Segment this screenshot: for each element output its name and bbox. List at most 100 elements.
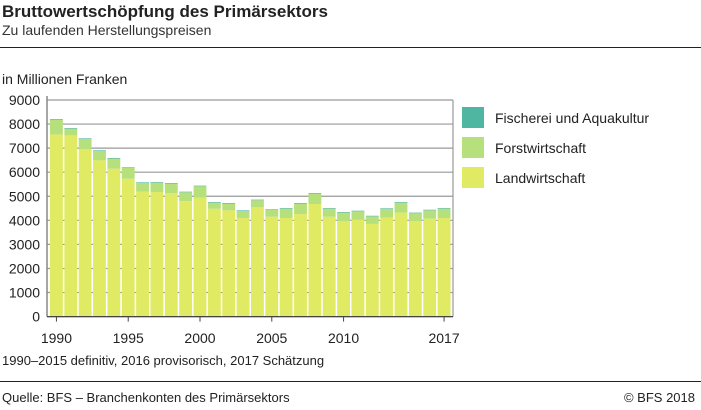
bar-fischerei-2002 [222, 203, 236, 204]
bar-landwirtschaft-2001 [207, 208, 221, 317]
bar-fischerei-1994 [107, 158, 121, 159]
bar-landwirtschaft-2013 [380, 217, 394, 317]
bar-forstwirtschaft-2012 [365, 216, 379, 224]
bar-landwirtschaft-2014 [394, 212, 408, 317]
source: Quelle: BFS – Branchenkonten des Primärs… [2, 390, 290, 405]
y-tick-label: 9000 [9, 92, 40, 108]
bar-fischerei-2017 [437, 208, 451, 209]
bar-landwirtschaft-1992 [78, 149, 92, 317]
bar-forstwirtschaft-2002 [222, 203, 236, 211]
bar-forstwirtschaft-1991 [64, 128, 78, 136]
bar-fischerei-1993 [93, 150, 106, 151]
bar-forstwirtschaft-2017 [437, 208, 451, 219]
bar-forstwirtschaft-2007 [294, 203, 307, 215]
bar-landwirtschaft-2010 [337, 221, 350, 317]
y-tick-label: 1000 [9, 285, 40, 301]
bar-fischerei-2007 [294, 203, 307, 204]
bar-landwirtschaft-2017 [437, 218, 451, 317]
legend-swatch [462, 167, 484, 188]
bar-landwirtschaft-2009 [322, 216, 336, 317]
bar-fischerei-2008 [308, 193, 322, 194]
bar-forstwirtschaft-1993 [93, 150, 106, 161]
bar-fischerei-2001 [207, 202, 221, 203]
bar-fischerei-2004 [251, 199, 264, 201]
y-tick-label: 5000 [9, 188, 40, 204]
bar-forstwirtschaft-2008 [308, 193, 322, 204]
chart-title: Bruttowertschöpfung des Primärsektors [2, 2, 328, 21]
bar-forstwirtschaft-2004 [251, 200, 264, 208]
copyright: © BFS 2018 [623, 390, 695, 405]
bar-landwirtschaft-2006 [279, 218, 293, 317]
legend-swatch [462, 107, 484, 128]
bar-landwirtschaft-1998 [164, 193, 178, 317]
bar-landwirtschaft-1994 [107, 168, 121, 317]
bar-forstwirtschaft-1990 [50, 119, 63, 135]
legend-label: Fischerei und Aquakultur [495, 109, 650, 126]
x-tick-label: 1995 [113, 330, 144, 346]
bar-landwirtschaft-2011 [351, 219, 365, 317]
bar-forstwirtschaft-1995 [121, 167, 135, 179]
legend-label: Landwirtschaft [495, 169, 586, 186]
bar-fischerei-2012 [365, 215, 379, 217]
divider-top [0, 47, 701, 48]
bar-landwirtschaft-2000 [193, 197, 207, 317]
bar-forstwirtschaft-2010 [337, 212, 350, 222]
bar-landwirtschaft-2015 [408, 221, 422, 317]
bar-forstwirtschaft-2016 [423, 210, 437, 219]
bar-landwirtschaft-1997 [150, 192, 164, 317]
legend-item-fischerei: Fischerei und Aquakultur [462, 107, 649, 128]
bar-forstwirtschaft-1998 [164, 183, 178, 194]
bar-forstwirtschaft-2000 [193, 186, 207, 198]
bar-forstwirtschaft-2015 [408, 213, 422, 222]
y-axis-label: in Millionen Franken [2, 71, 128, 87]
legend-label: Forstwirtschaft [495, 139, 587, 156]
bar-fischerei-1996 [136, 182, 149, 183]
y-tick-label: 6000 [9, 164, 40, 180]
x-tick-label: 1990 [41, 330, 72, 346]
bar-forstwirtschaft-2003 [236, 210, 250, 219]
bar-fischerei-1990 [50, 119, 63, 120]
footnote: 1990–2015 definitiv, 2016 provisorisch, … [2, 353, 325, 368]
bar-fischerei-2013 [380, 208, 394, 209]
bar-landwirtschaft-1995 [121, 178, 135, 317]
bar-fischerei-2014 [394, 202, 408, 203]
y-tick-label: 3000 [9, 236, 40, 252]
x-tick-label: 2005 [256, 330, 287, 346]
bar-forstwirtschaft-2001 [207, 202, 221, 209]
bar-fischerei-2011 [351, 210, 365, 212]
bar-landwirtschaft-1993 [93, 160, 106, 317]
bar-fischerei-1995 [121, 167, 135, 168]
bar-landwirtschaft-2002 [222, 210, 236, 317]
bar-landwirtschaft-2016 [423, 218, 437, 317]
y-tick-label: 8000 [9, 116, 40, 132]
bar-landwirtschaft-1991 [64, 135, 78, 317]
bar-fischerei-2015 [408, 212, 422, 214]
bar-fischerei-2010 [337, 212, 350, 213]
y-tick-label: 7000 [9, 140, 40, 156]
divider-bottom [0, 381, 701, 382]
bar-forstwirtschaft-1997 [150, 182, 164, 193]
x-tick-label: 2010 [328, 330, 359, 346]
bar-landwirtschaft-2007 [294, 214, 307, 317]
bar-fischerei-1998 [164, 183, 178, 184]
bar-fischerei-1997 [150, 182, 164, 183]
bar-fischerei-2006 [279, 208, 293, 209]
bar-landwirtschaft-1996 [136, 191, 149, 317]
chart-subtitle: Zu laufenden Herstellungspreisen [2, 22, 212, 38]
x-tick-label: 2017 [428, 330, 459, 346]
bar-forstwirtschaft-2014 [394, 202, 408, 213]
legend-item-landwirtschaft: Landwirtschaft [462, 167, 585, 188]
bar-landwirtschaft-1990 [50, 134, 63, 317]
bar-landwirtschaft-2003 [236, 218, 250, 317]
y-tick-label: 0 [32, 309, 40, 325]
bar-fischerei-2009 [322, 208, 336, 209]
bar-fischerei-2003 [236, 210, 250, 211]
bar-landwirtschaft-2012 [365, 223, 379, 317]
bar-forstwirtschaft-1999 [179, 192, 193, 202]
bar-forstwirtschaft-1994 [107, 158, 121, 169]
bar-forstwirtschaft-2013 [380, 208, 394, 218]
bar-fischerei-1999 [179, 191, 193, 193]
bar-fischerei-2005 [265, 209, 279, 210]
x-tick-label: 2000 [184, 330, 215, 346]
